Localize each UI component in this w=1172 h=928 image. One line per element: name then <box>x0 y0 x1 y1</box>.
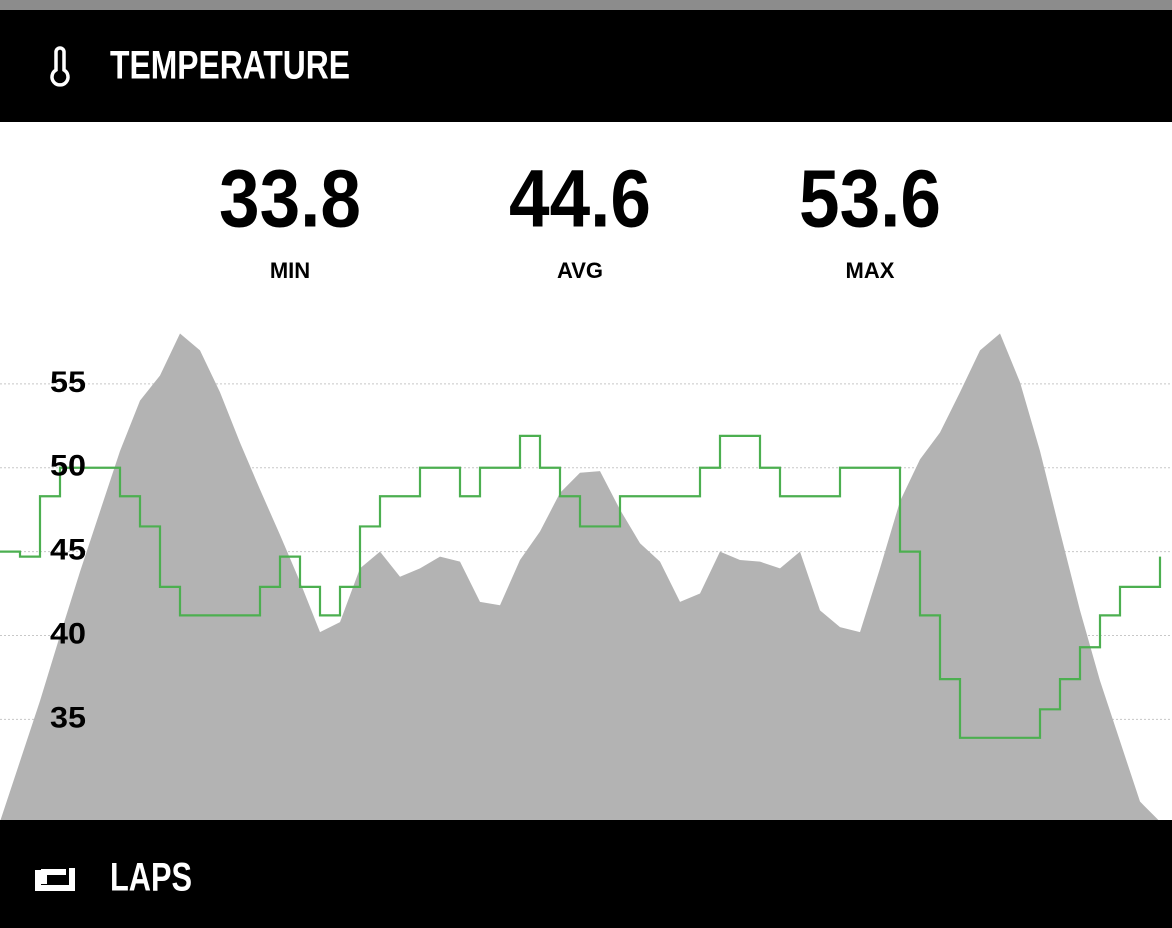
y-tick-label: 45 <box>50 534 86 567</box>
header-bar <box>0 10 1172 122</box>
y-tick-label: 35 <box>50 701 86 734</box>
footer-title: LAPS <box>110 856 192 900</box>
top-strip <box>0 0 1172 10</box>
header-title: TEMPERATURE <box>110 44 350 88</box>
footer-bar <box>0 820 1172 928</box>
stat-label: AVG <box>557 258 603 283</box>
stat-label: MIN <box>270 258 310 283</box>
y-tick-label: 55 <box>50 366 86 399</box>
thermometer-icon <box>50 46 70 87</box>
line <box>0 434 1162 739</box>
stat-value: 53.6 <box>799 154 941 245</box>
laps-icon <box>35 868 75 891</box>
stat-value: 44.6 <box>509 154 651 245</box>
y-tick-label: 40 <box>50 617 86 650</box>
area <box>0 333 1160 822</box>
y-tick-label: 50 <box>50 450 86 483</box>
y-axis: 35 40 45 50 55 <box>50 366 86 734</box>
marks <box>0 333 1162 822</box>
stat-label: MAX <box>846 258 895 283</box>
stat-value: 33.8 <box>219 154 361 245</box>
chart: 35 40 45 50 55 <box>0 333 1172 822</box>
